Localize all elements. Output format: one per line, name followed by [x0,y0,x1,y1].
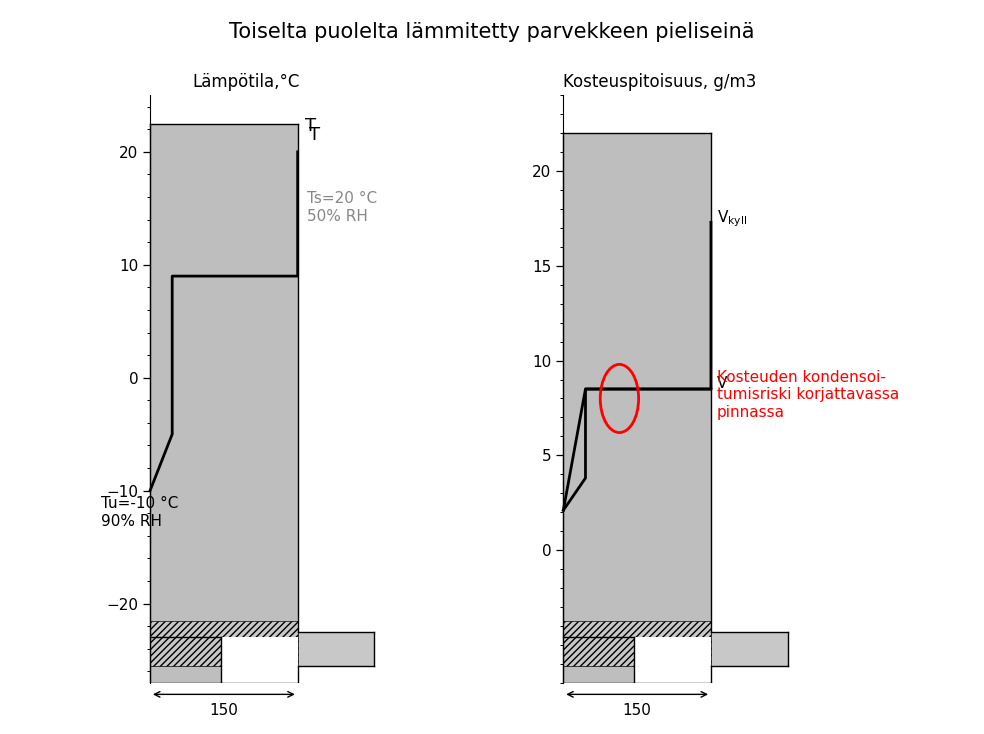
Text: Kosteuden kondensoi-
tumisriski korjattavassa
pinnassa: Kosteuden kondensoi- tumisriski korjatta… [717,370,899,420]
Bar [564,666,711,683]
Bar [151,666,298,683]
Title: Lämpötila,°C: Lämpötila,°C [192,73,300,91]
Text: 150: 150 [210,703,238,718]
Bar [151,620,298,666]
Text: Ts=20 °C
50% RH: Ts=20 °C 50% RH [307,192,377,224]
Text: V: V [717,376,727,390]
Bar [221,637,298,683]
Text: T: T [310,126,321,144]
Text: 150: 150 [623,703,651,718]
Text: T: T [305,117,316,135]
Bar [564,134,711,620]
Bar [635,637,711,683]
Bar [711,632,788,666]
Text: Tu=-10 °C
90% RH: Tu=-10 °C 90% RH [101,496,179,528]
Text: Toiselta puolelta lämmitetty parvekkeen pieliseinä: Toiselta puolelta lämmitetty parvekkeen … [229,22,755,42]
Bar [298,632,375,666]
Text: V$_{\mathsf{kyll}}$: V$_{\mathsf{kyll}}$ [717,208,747,229]
Bar [151,123,298,620]
Title: Kosteuspitoisuus, g/m3: Kosteuspitoisuus, g/m3 [563,73,756,91]
Bar [564,620,711,666]
